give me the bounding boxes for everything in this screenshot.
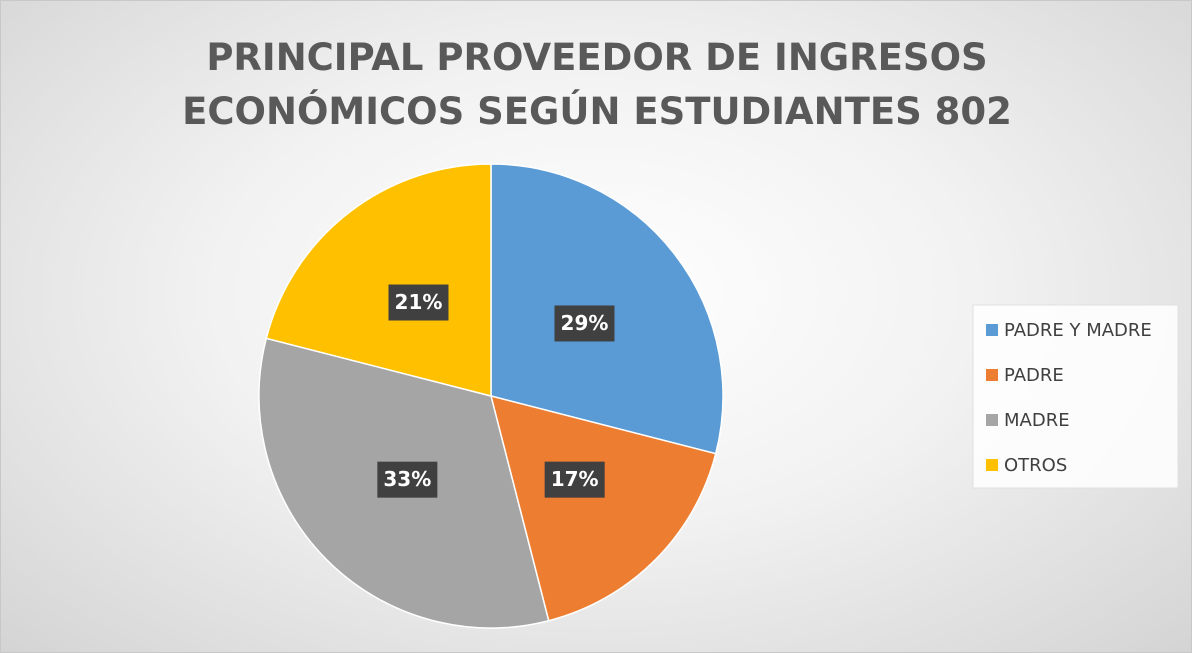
data-label: 29% xyxy=(561,311,609,335)
data-label: 17% xyxy=(551,467,599,491)
pie-slice xyxy=(489,394,717,622)
data-label: 21% xyxy=(395,290,443,314)
data-label-box xyxy=(554,305,615,342)
legend-label: OTROS xyxy=(1004,455,1067,476)
legend-label: PADRE xyxy=(1004,365,1064,386)
data-label-box xyxy=(377,461,438,498)
legend-swatch xyxy=(986,369,998,381)
data-label-box xyxy=(388,284,449,321)
legend-label: PADRE Y MADRE xyxy=(1004,320,1152,341)
legend-label: MADRE xyxy=(1004,410,1070,431)
legend-swatch xyxy=(986,459,998,471)
data-label: 33% xyxy=(383,467,431,491)
legend-swatch xyxy=(986,324,998,336)
pie-slice xyxy=(265,163,492,397)
data-label-box xyxy=(544,461,605,498)
legend-box xyxy=(972,304,1179,489)
chart-title: PRINCIPAL PROVEEDOR DE INGRESOS ECONÓMIC… xyxy=(182,36,1012,133)
legend-swatch xyxy=(986,414,998,426)
